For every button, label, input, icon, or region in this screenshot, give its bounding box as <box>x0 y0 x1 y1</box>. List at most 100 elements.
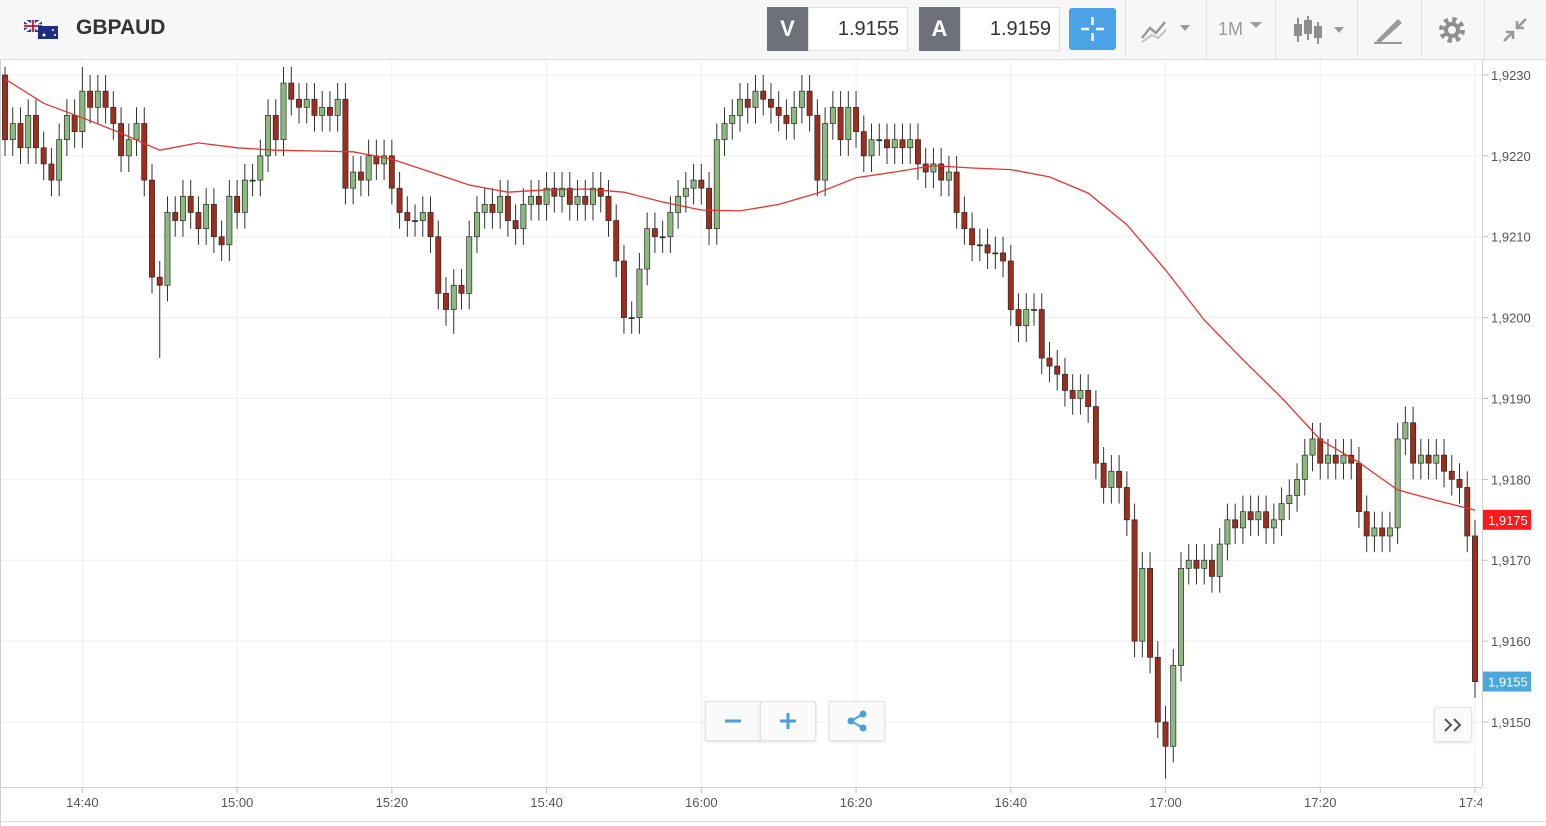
timeframe-button[interactable]: 1M <box>1218 19 1244 39</box>
candle-body <box>226 195 233 246</box>
candle-body <box>94 90 101 108</box>
candle-body <box>667 212 674 238</box>
candle-body <box>1208 559 1215 577</box>
candle-body <box>427 212 434 238</box>
candle-body <box>1441 454 1448 472</box>
candle-body <box>1170 665 1177 747</box>
x-tick-label: 17:40 <box>1459 795 1492 810</box>
zoom-in-button[interactable] <box>760 701 816 741</box>
candle-body <box>388 155 395 189</box>
candle-body <box>713 139 720 229</box>
candle-body <box>1092 406 1099 464</box>
x-tick-label: 16:00 <box>685 795 718 810</box>
y-tick-label: 1,9200 <box>1491 311 1531 326</box>
bid-price: 1.9155 <box>808 7 908 51</box>
candle-body <box>1340 454 1347 464</box>
candle-body <box>1301 454 1308 480</box>
scroll-to-end-button[interactable] <box>1434 707 1472 742</box>
candle-body <box>698 179 705 189</box>
candle-body <box>620 260 627 318</box>
candle-body <box>822 123 829 181</box>
candle-body <box>1247 511 1254 521</box>
settings-button[interactable] <box>1436 14 1468 46</box>
candle-body <box>504 195 511 221</box>
candle-body <box>357 171 364 181</box>
candle-body <box>1417 454 1424 464</box>
crosshair-button[interactable] <box>1069 8 1116 50</box>
chart-type-button[interactable] <box>1138 16 1196 44</box>
candle-body <box>257 155 264 181</box>
candle-body <box>303 98 310 108</box>
y-tick-label: 1,9170 <box>1491 553 1531 568</box>
candle-body <box>9 123 16 141</box>
candle-body <box>102 90 109 108</box>
price-marker-label: 1,9175 <box>1488 513 1528 528</box>
flag-icon <box>24 20 58 39</box>
candle-body <box>435 236 442 294</box>
candle-body <box>1325 454 1331 464</box>
candle-body <box>605 195 612 221</box>
x-tick-label: 15:40 <box>530 795 563 810</box>
candle-body <box>1116 470 1123 488</box>
candle-body <box>1286 495 1293 504</box>
candle-body <box>1433 454 1440 464</box>
plot-layer: 14:40 15:00 15:20 15:40 16:00 16:20 16:40 17:00… <box>2 66 1492 810</box>
candle-body <box>1108 470 1115 488</box>
share-button[interactable] <box>829 701 885 741</box>
candle-body <box>829 106 836 124</box>
candle-body <box>1131 519 1138 642</box>
candle-body <box>1394 438 1401 529</box>
candle-body <box>1263 511 1270 529</box>
candle-body <box>71 115 78 132</box>
candle-body <box>334 98 341 116</box>
candle-body <box>938 163 945 181</box>
candle-body <box>141 123 148 181</box>
candle-body <box>187 195 194 213</box>
candle-body <box>319 106 326 116</box>
grid-layer <box>0 60 1482 787</box>
timeframe-caret <box>1250 22 1262 28</box>
candle-body <box>992 252 999 255</box>
double-chevron-icon <box>1444 717 1462 732</box>
candle-body <box>876 139 883 142</box>
candle-body <box>1185 559 1192 569</box>
candle-body <box>1386 527 1393 537</box>
candle-body <box>884 139 890 149</box>
candle-body <box>1410 422 1417 464</box>
candle-body <box>1224 519 1231 545</box>
candle-body <box>566 187 573 205</box>
candle-body <box>512 220 519 229</box>
candle-style-button[interactable] <box>1290 14 1350 46</box>
candle-body <box>1239 511 1246 529</box>
candle-body <box>737 98 743 116</box>
draw-tool-button[interactable] <box>1372 15 1406 45</box>
candle-body <box>868 139 875 157</box>
candle-body <box>752 90 759 108</box>
candle-body <box>798 90 805 108</box>
candle-body <box>907 139 914 149</box>
candle-body <box>984 244 991 254</box>
zoom-out-button[interactable] <box>705 701 761 741</box>
candle-body <box>590 187 596 205</box>
candle-body <box>551 187 558 197</box>
candle-body <box>17 123 24 149</box>
toolbar: GBPAUD V 1.9155 A 1.9159 1M <box>0 0 1546 60</box>
candle-body <box>272 115 279 141</box>
candle-body <box>443 292 449 310</box>
price-marker <box>1483 671 1531 692</box>
candle-body <box>1425 454 1432 464</box>
candle-body <box>1123 487 1130 521</box>
candle-body <box>210 204 217 238</box>
candle-body <box>729 115 736 124</box>
x-tick-label: 15:00 <box>221 795 254 810</box>
candle-body <box>682 187 689 197</box>
price-marker-label: 1,9155 <box>1488 675 1528 690</box>
candle-body <box>528 195 535 205</box>
y-tick-label: 1,9180 <box>1491 472 1531 487</box>
candle-body <box>1216 543 1223 577</box>
separator <box>1275 0 1276 59</box>
candle-body <box>25 115 32 149</box>
candle-body <box>1061 373 1068 391</box>
collapse-button[interactable] <box>1500 15 1530 45</box>
